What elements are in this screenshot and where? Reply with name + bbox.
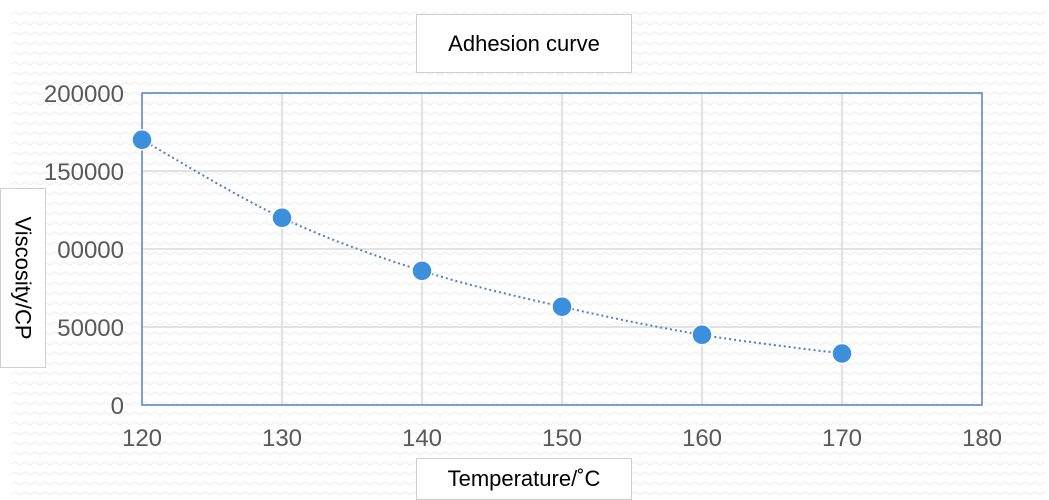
data-point-3 <box>551 295 573 318</box>
data-points <box>131 129 853 365</box>
y-tick-labels: 0 50000 00000 150000 200000 <box>44 81 124 420</box>
data-point-2 <box>411 260 433 282</box>
chart-title: Adhesion curve <box>416 14 632 73</box>
trend-line <box>141 138 843 355</box>
y-axis-label: Viscosity/CP <box>0 188 46 368</box>
chart-title-text: Adhesion curve <box>448 30 600 56</box>
x-tick-label-1: 130 <box>262 425 302 452</box>
y-tick-label-1: 50000 <box>57 315 124 342</box>
data-point-5 <box>831 342 853 365</box>
y-axis-label-text: Viscosity/CP <box>11 216 37 340</box>
chart-background <box>11 11 1045 495</box>
y-tick-label-0: 0 <box>111 393 124 420</box>
x-tick-label-4: 160 <box>682 425 722 452</box>
x-tick-label-5: 170 <box>822 425 862 452</box>
data-point-0 <box>131 129 153 151</box>
plot-area-border <box>141 92 983 406</box>
x-tick-label-6: 180 <box>962 425 1002 452</box>
y-tick-label-4: 200000 <box>44 81 124 108</box>
y-tick-label-3: 150000 <box>44 159 124 186</box>
x-axis-label: Temperature/˚C <box>416 458 632 500</box>
data-point-1 <box>271 207 293 229</box>
x-tick-label-0: 120 <box>122 425 162 452</box>
x-tick-label-3: 150 <box>542 425 582 452</box>
x-tick-label-2: 140 <box>402 425 442 452</box>
data-point-4 <box>691 324 713 346</box>
y-tick-label-2: 00000 <box>57 237 124 264</box>
x-axis-label-text: Temperature/˚C <box>447 466 601 491</box>
x-tick-labels: 120 130 140 150 160 170 180 <box>122 425 1002 452</box>
